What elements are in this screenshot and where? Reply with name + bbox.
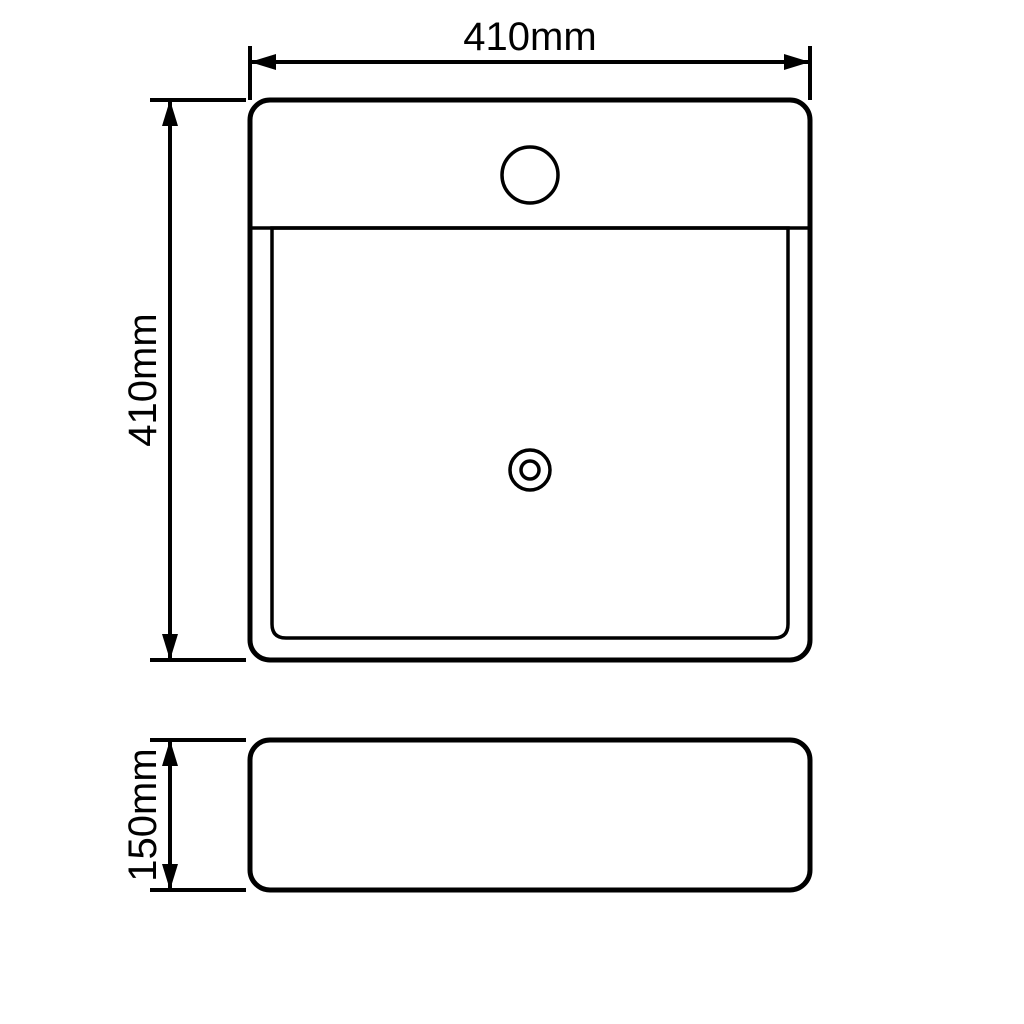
top-view — [250, 100, 810, 660]
drain-outer-icon — [510, 450, 550, 490]
dimension-diagram: 410mm 410mm 150mm — [0, 0, 1024, 1024]
drain-inner-icon — [521, 461, 539, 479]
dim-height-arrow-bottom — [162, 634, 178, 660]
dimension-width: 410mm — [250, 15, 810, 100]
top-view-outer — [250, 100, 810, 660]
dim-width-label: 410mm — [463, 15, 596, 59]
dim-height-label: 410mm — [121, 313, 165, 446]
side-view-rect — [250, 740, 810, 890]
top-view-inner — [272, 228, 788, 638]
dim-depth-label: 150mm — [121, 748, 165, 881]
dim-width-arrow-left — [250, 54, 276, 70]
dimension-height: 410mm — [121, 100, 246, 660]
dim-width-arrow-right — [784, 54, 810, 70]
faucet-hole-icon — [502, 147, 558, 203]
dim-height-arrow-top — [162, 100, 178, 126]
side-view — [250, 740, 810, 890]
dimension-depth: 150mm — [121, 740, 246, 890]
